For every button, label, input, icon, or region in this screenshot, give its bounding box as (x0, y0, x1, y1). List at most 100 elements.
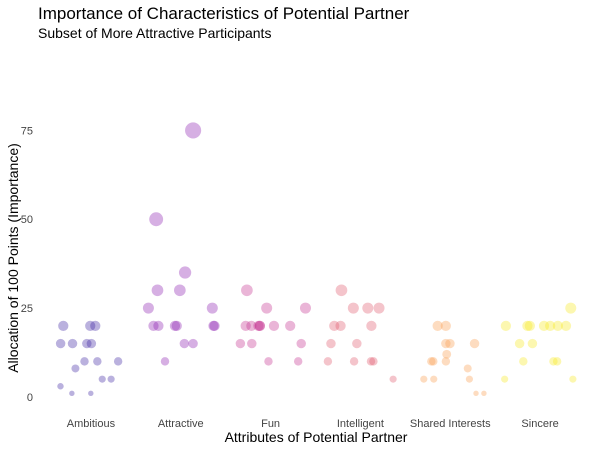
data-point (240, 320, 251, 331)
data-point (296, 338, 306, 349)
data-point (369, 357, 378, 366)
data-point (254, 320, 265, 331)
data-point (67, 338, 78, 349)
data-point (441, 338, 451, 349)
data-point (80, 357, 89, 366)
data-point (264, 357, 273, 366)
y-tick-label: 25 (21, 303, 33, 315)
data-point (500, 320, 512, 331)
chart-subtitle: Subset of More Attractive Participants (38, 25, 271, 41)
data-point (235, 338, 246, 349)
data-point (148, 320, 159, 331)
data-point (206, 302, 218, 314)
data-points (55, 122, 577, 397)
y-tick-label: 75 (21, 125, 33, 137)
data-point (169, 320, 181, 331)
x-tick-label: Sincere (521, 418, 558, 430)
data-point (209, 320, 220, 331)
data-point (432, 320, 443, 331)
data-point (565, 302, 577, 314)
data-point (362, 302, 374, 314)
data-point (552, 357, 562, 366)
data-point (366, 320, 377, 331)
x-tick-label: Ambitious (67, 418, 116, 430)
data-point (241, 284, 253, 297)
data-point (545, 320, 556, 331)
data-point (335, 284, 348, 297)
data-point (349, 357, 359, 366)
data-point (469, 338, 480, 349)
data-point (335, 320, 346, 331)
data-point (445, 338, 455, 349)
y-tick-label: 0 (27, 392, 33, 404)
data-point (442, 349, 452, 359)
data-point (326, 338, 336, 349)
data-point (538, 320, 550, 331)
data-point (247, 338, 257, 349)
x-tick-label: Shared Interests (410, 418, 491, 430)
data-point (151, 284, 164, 297)
data-point (208, 320, 219, 331)
data-point (93, 357, 102, 366)
data-point (142, 302, 154, 314)
x-axis-ticks: Ambitious Attractive Fun Intelligent Shared … (67, 418, 559, 430)
data-point (473, 390, 479, 397)
data-point (430, 375, 438, 383)
data-point (171, 320, 182, 331)
data-point (347, 302, 359, 314)
data-point (174, 284, 186, 297)
data-point (88, 390, 94, 397)
data-point (299, 302, 311, 314)
data-point (352, 338, 362, 349)
data-point (514, 338, 525, 349)
y-axis-title: Allocation of 100 Points (Importance) (5, 143, 21, 373)
data-point (113, 357, 123, 366)
data-point (519, 357, 528, 366)
data-point (481, 390, 487, 397)
data-point (253, 320, 264, 331)
data-point (285, 320, 296, 331)
data-point (178, 266, 192, 279)
data-point (427, 357, 436, 366)
data-point (366, 357, 376, 366)
data-point (527, 338, 538, 349)
data-point (552, 320, 563, 331)
data-point (524, 320, 535, 331)
data-point (153, 320, 164, 331)
data-point (188, 338, 198, 349)
chart-title: Importance of Characteristics of Potenti… (38, 4, 410, 23)
x-tick-label: Attractive (158, 418, 204, 430)
data-point (441, 357, 451, 366)
data-point (329, 320, 340, 331)
x-axis-title: Attributes of Potential Partner (225, 429, 408, 445)
data-point (179, 338, 190, 349)
data-point (420, 375, 428, 383)
data-point (254, 320, 266, 331)
y-axis-ticks: 0 25 50 75 (21, 125, 33, 403)
data-point (160, 357, 170, 366)
data-point (429, 357, 438, 366)
data-point (463, 364, 472, 373)
data-point (246, 320, 257, 331)
data-point (98, 375, 106, 383)
data-point (440, 320, 451, 331)
data-point (55, 338, 66, 349)
data-point (389, 375, 397, 383)
data-point (107, 375, 115, 383)
data-point (90, 320, 101, 331)
data-point (85, 320, 96, 331)
data-point (82, 338, 92, 349)
data-point (86, 338, 97, 349)
data-point (560, 320, 572, 331)
data-point (71, 364, 80, 373)
data-point (185, 122, 202, 139)
data-point (501, 375, 509, 383)
data-point (261, 302, 273, 314)
data-point (323, 357, 333, 366)
data-point (69, 390, 75, 397)
x-tick-label: Fun (261, 418, 280, 430)
data-point (373, 302, 385, 314)
data-point (58, 320, 69, 331)
y-tick-label: 50 (21, 214, 33, 226)
